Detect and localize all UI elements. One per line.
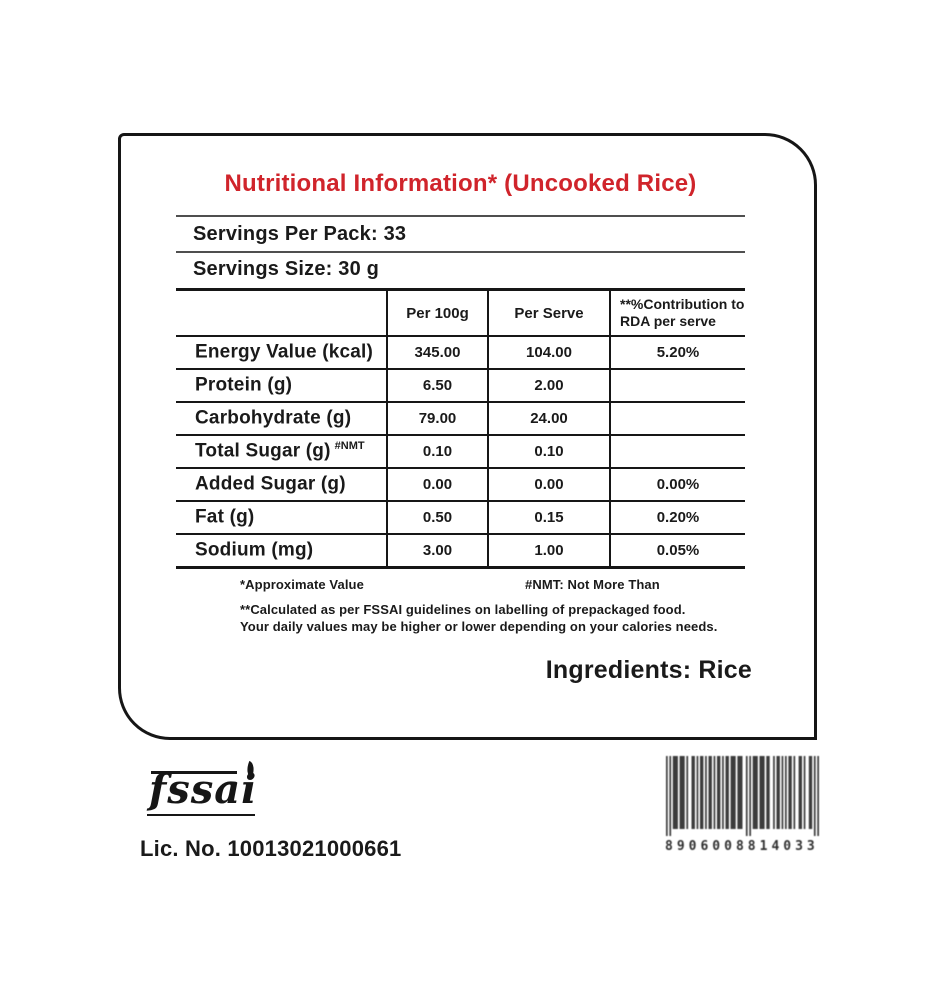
nutrient-label: Protein (g) <box>195 374 293 396</box>
value-per-serve: 104.00 <box>487 335 610 369</box>
fssai-logo-text: fssai <box>149 766 258 813</box>
servings-per-pack: Servings Per Pack: 33 <box>193 223 407 245</box>
footnote-daily-values: Your daily values may be higher or lower… <box>240 619 718 634</box>
nutrient-superscript: #NMT <box>334 440 365 453</box>
nutrient-label: Added Sugar (g) <box>195 473 346 495</box>
table-row-fat: Fat (g) 0.50 0.15 0.20% <box>176 500 745 534</box>
nutrition-panel: Nutritional Information* (Uncooked Rice)… <box>118 133 817 740</box>
value-rda: 0.00% <box>609 467 745 501</box>
nutrient-label: Sodium (mg) <box>195 539 314 561</box>
value-per-100g: 0.00 <box>386 467 488 501</box>
fssai-license-number: Lic. No. 10013021000661 <box>140 836 402 861</box>
value-rda: 5.20% <box>609 335 745 369</box>
value-per-100g: 79.00 <box>386 401 488 435</box>
value-per-100g: 0.50 <box>386 500 488 534</box>
table-header-row: Per 100g Per Serve **%Contribution to RD… <box>176 289 745 337</box>
footnote-nmt: #NMT: Not More Than <box>525 577 660 592</box>
nutrition-table: Per 100g Per Serve **%Contribution to RD… <box>176 288 745 569</box>
value-per-100g: 0.10 <box>386 434 488 468</box>
barcode-bars <box>666 756 819 836</box>
table-row-sodium: Sodium (mg) 3.00 1.00 0.05% <box>176 533 745 568</box>
col-header-per-serve: Per Serve <box>487 289 610 336</box>
servings-size: Servings Size: 30 g <box>193 258 380 280</box>
footnote-fssai-guidelines: **Calculated as per FSSAI guidelines on … <box>240 602 686 617</box>
table-row-added-sugar: Added Sugar (g) 0.00 0.00 0.00% <box>176 467 745 501</box>
fssai-logo-overline <box>151 771 237 774</box>
nutrient-label: Carbohydrate (g) <box>195 407 352 429</box>
ingredients-text: Ingredients: Rice <box>545 656 752 684</box>
nutrient-label: Energy Value (kcal) <box>195 341 374 363</box>
col-header-per-100g: Per 100g <box>386 289 488 336</box>
value-rda <box>609 434 745 468</box>
value-per-serve: 2.00 <box>487 368 610 402</box>
table-row-carbohydrate: Carbohydrate (g) 79.00 24.00 <box>176 401 745 435</box>
col-header-rda: **%Contribution to RDA per serve <box>609 289 745 336</box>
value-per-100g: 6.50 <box>386 368 488 402</box>
value-rda: 0.05% <box>609 533 745 568</box>
value-rda <box>609 368 745 402</box>
value-per-serve: 24.00 <box>487 401 610 435</box>
divider-under-title <box>176 215 745 217</box>
divider-servings <box>176 251 745 253</box>
nutrient-label: Total Sugar (g) <box>195 440 331 462</box>
fssai-logo: fssai <box>147 760 259 818</box>
fssai-logo-underline <box>147 813 255 816</box>
value-per-serve: 0.00 <box>487 467 610 501</box>
footnote-approximate-value: *Approximate Value <box>240 577 364 592</box>
panel-title: Nutritional Information* (Uncooked Rice) <box>224 170 697 197</box>
table-row-energy: Energy Value (kcal) 345.00 104.00 5.20% <box>176 335 745 369</box>
value-rda <box>609 401 745 435</box>
value-per-serve: 0.10 <box>487 434 610 468</box>
col-header-blank <box>176 290 387 337</box>
table-row-protein: Protein (g) 6.50 2.00 <box>176 368 745 402</box>
nutrient-label: Fat (g) <box>195 506 255 528</box>
barcode: 8906008814033 <box>664 756 840 858</box>
value-per-serve: 0.15 <box>487 500 610 534</box>
value-per-100g: 3.00 <box>386 533 488 568</box>
value-per-100g: 345.00 <box>386 335 488 369</box>
barcode-number: 8906008814033 <box>665 839 819 854</box>
value-rda: 0.20% <box>609 500 745 534</box>
table-row-total-sugar: Total Sugar (g) #NMT 0.10 0.10 <box>176 434 745 468</box>
value-per-serve: 1.00 <box>487 533 610 568</box>
